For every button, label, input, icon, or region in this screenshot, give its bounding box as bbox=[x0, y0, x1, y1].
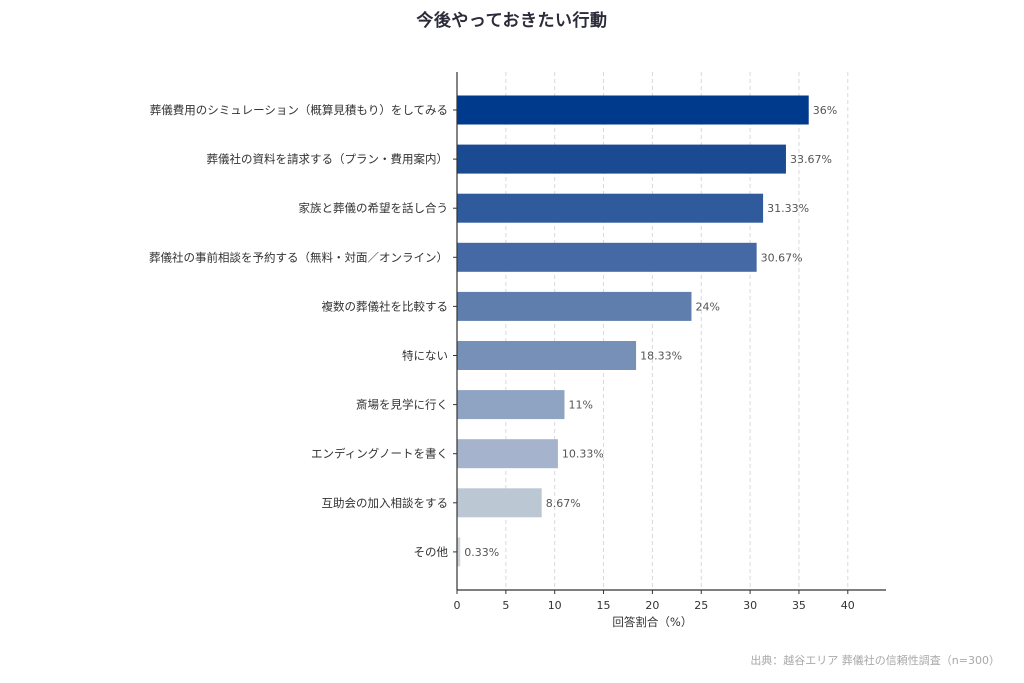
value-label: 0.33% bbox=[464, 546, 499, 559]
category-label: 特にない bbox=[402, 349, 448, 363]
value-label: 8.67% bbox=[546, 497, 581, 510]
x-tick-label: 10 bbox=[548, 599, 562, 612]
source-note: 出典：越谷エリア 葬儀社の信頼性調査（n=300） bbox=[750, 654, 1000, 667]
axes: 0 5 10 15 20 25 30 35 40 回答割合（%） bbox=[453, 72, 886, 629]
x-axis-title: 回答割合（%） bbox=[612, 615, 692, 629]
bar bbox=[457, 242, 757, 272]
category-label: その他 bbox=[414, 545, 449, 559]
category-label: 葬儀社の事前相談を予約する（無料・対面／オンライン） bbox=[149, 250, 448, 264]
value-label: 10.33% bbox=[562, 448, 604, 461]
chart-title: 今後やっておきたい行動 bbox=[416, 11, 608, 31]
x-tick-label: 0 bbox=[454, 599, 461, 612]
value-label: 33.67% bbox=[790, 153, 832, 166]
bar bbox=[457, 95, 809, 125]
value-label: 11% bbox=[568, 399, 592, 412]
bar bbox=[457, 488, 542, 518]
category-label: エンディングノートを書く bbox=[311, 447, 448, 461]
bar bbox=[457, 291, 692, 321]
value-label: 18.33% bbox=[640, 350, 682, 363]
bar bbox=[457, 193, 764, 223]
x-tick-label: 35 bbox=[792, 599, 806, 612]
value-label: 31.33% bbox=[767, 202, 809, 215]
bar bbox=[457, 341, 637, 370]
x-tick-label: 20 bbox=[645, 599, 659, 612]
labels: 葬儀費用のシミュレーション（概算見積もり）をしてみる 36% 葬儀社の資料を請求する… bbox=[149, 103, 837, 559]
category-label: 家族と葬儀の希望を話し合う bbox=[299, 201, 449, 215]
bar bbox=[457, 390, 565, 420]
bar bbox=[457, 144, 786, 174]
bar bbox=[457, 439, 558, 469]
x-tick-label: 5 bbox=[502, 599, 509, 612]
x-tick-label: 25 bbox=[694, 599, 708, 612]
value-label: 30.67% bbox=[761, 251, 803, 264]
category-label: 複数の葬儀社を比較する bbox=[322, 299, 449, 313]
x-tick-label: 40 bbox=[841, 599, 855, 612]
category-label: 互助会の加入相談をする bbox=[322, 496, 449, 510]
value-label: 24% bbox=[695, 300, 719, 313]
value-label: 36% bbox=[813, 104, 837, 117]
category-label: 葬儀費用のシミュレーション（概算見積もり）をしてみる bbox=[150, 103, 448, 117]
bars bbox=[457, 95, 809, 567]
category-label: 葬儀社の資料を請求する（プラン・費用案内） bbox=[207, 152, 449, 166]
x-tick-label: 15 bbox=[597, 599, 611, 612]
bar bbox=[457, 537, 461, 567]
category-label: 斎場を見学に行く bbox=[356, 398, 448, 412]
x-tick-label: 30 bbox=[743, 599, 757, 612]
